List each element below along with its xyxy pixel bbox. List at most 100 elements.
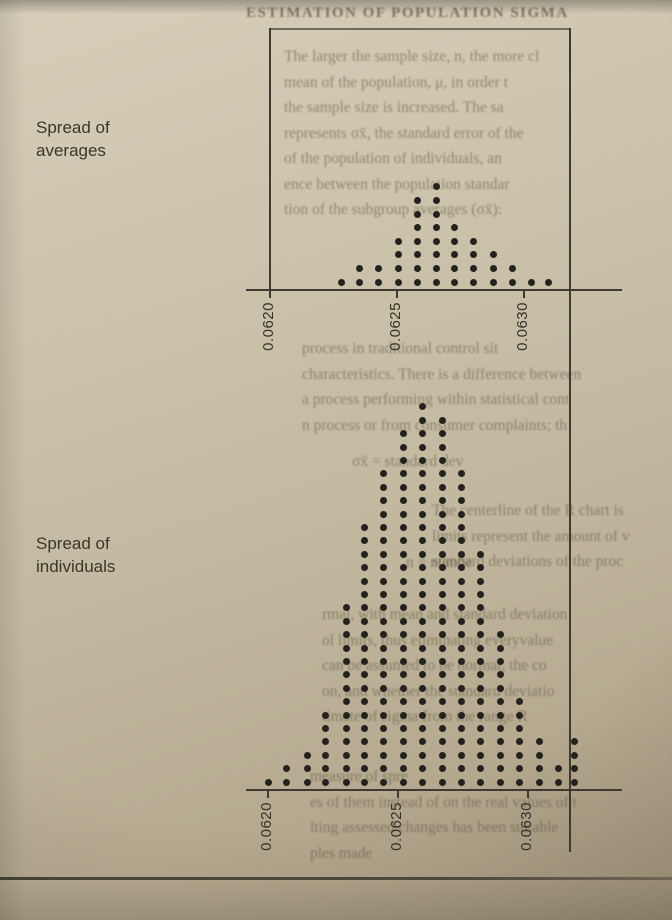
data-dot <box>322 724 330 732</box>
data-dot <box>470 264 478 272</box>
data-dot <box>477 684 485 692</box>
data-dot <box>361 631 369 639</box>
data-dot <box>400 711 408 719</box>
x-axis-tick <box>397 789 399 798</box>
data-dot <box>477 604 485 612</box>
data-dot <box>571 738 579 746</box>
data-dot <box>516 711 524 719</box>
bleedthrough-line: es of them instead of on the real values… <box>310 793 577 811</box>
data-dot <box>439 416 447 424</box>
data-dot <box>400 765 408 773</box>
data-dot <box>458 523 466 531</box>
bleedthrough-line: characteristics. There is a difference b… <box>302 365 582 383</box>
bleedthrough-line: represents σx̄, the standard error of th… <box>284 124 524 142</box>
data-dot <box>458 724 466 732</box>
data-dot <box>337 278 345 286</box>
data-dot <box>419 416 427 424</box>
data-dot <box>400 738 408 746</box>
data-dot <box>380 497 388 505</box>
data-dot <box>477 671 485 679</box>
data-dot <box>400 537 408 545</box>
data-dot <box>497 631 505 639</box>
data-dot <box>571 765 579 773</box>
data-dot <box>419 671 427 679</box>
bleedthrough-line: mean of the population, μ, in order t <box>284 73 508 91</box>
bleedthrough-line: the sample size is increased. The sa <box>284 99 504 116</box>
averages-x-axis <box>246 289 622 291</box>
data-dot <box>458 564 466 572</box>
x-axis-tick-label: 0.0630 <box>514 302 531 351</box>
data-dot <box>400 577 408 585</box>
data-dot <box>361 765 369 773</box>
data-dot <box>458 470 466 478</box>
data-dot <box>361 671 369 679</box>
data-dot <box>380 711 388 719</box>
data-dot <box>419 751 427 759</box>
data-dot <box>458 644 466 652</box>
data-dot <box>322 738 330 746</box>
data-dot <box>303 765 311 773</box>
data-dot <box>394 278 402 286</box>
data-dot <box>439 671 447 679</box>
x-axis-tick <box>527 789 529 798</box>
data-dot <box>361 711 369 719</box>
data-dot <box>451 264 459 272</box>
data-dot <box>458 751 466 759</box>
data-dot <box>419 765 427 773</box>
data-dot <box>419 631 427 639</box>
data-dot <box>432 278 440 286</box>
data-dot <box>400 684 408 692</box>
data-dot <box>470 278 478 286</box>
data-dot <box>419 711 427 719</box>
data-dot <box>477 644 485 652</box>
data-dot <box>439 564 447 572</box>
data-dot <box>380 523 388 531</box>
data-dot <box>419 698 427 706</box>
data-dot <box>477 617 485 625</box>
data-dot <box>380 590 388 598</box>
data-dot <box>322 751 330 759</box>
data-dot <box>439 617 447 625</box>
data-dot <box>458 765 466 773</box>
data-dot <box>477 590 485 598</box>
data-dot <box>400 604 408 612</box>
data-dot <box>361 537 369 545</box>
data-dot <box>413 278 421 286</box>
data-dot <box>400 590 408 598</box>
data-dot <box>439 751 447 759</box>
data-dot <box>508 278 516 286</box>
data-dot <box>283 765 291 773</box>
data-dot <box>413 251 421 259</box>
data-dot <box>413 237 421 245</box>
data-dot <box>516 698 524 706</box>
bleedthrough-paragraph-mid: process in traditional control sit charac… <box>302 336 672 438</box>
data-dot <box>361 523 369 531</box>
data-dot <box>439 738 447 746</box>
bleedthrough-line: of the population of individuals, an <box>284 150 502 167</box>
data-dot <box>380 657 388 665</box>
data-dot <box>439 550 447 558</box>
data-dot <box>375 264 383 272</box>
figure-top-frame-line <box>269 28 571 30</box>
data-dot <box>342 698 350 706</box>
data-dot <box>419 443 427 451</box>
data-dot <box>419 617 427 625</box>
data-dot <box>400 631 408 639</box>
data-dot <box>356 278 364 286</box>
data-dot <box>527 278 535 286</box>
x-axis-tick <box>269 289 271 298</box>
data-dot <box>361 724 369 732</box>
data-dot <box>458 671 466 679</box>
data-dot <box>439 724 447 732</box>
data-dot <box>477 657 485 665</box>
data-dot <box>380 778 388 786</box>
data-dot <box>400 671 408 679</box>
data-dot <box>432 237 440 245</box>
data-dot <box>477 550 485 558</box>
data-dot <box>477 698 485 706</box>
data-dot <box>458 738 466 746</box>
data-dot <box>380 738 388 746</box>
data-dot <box>458 577 466 585</box>
data-dot <box>419 590 427 598</box>
